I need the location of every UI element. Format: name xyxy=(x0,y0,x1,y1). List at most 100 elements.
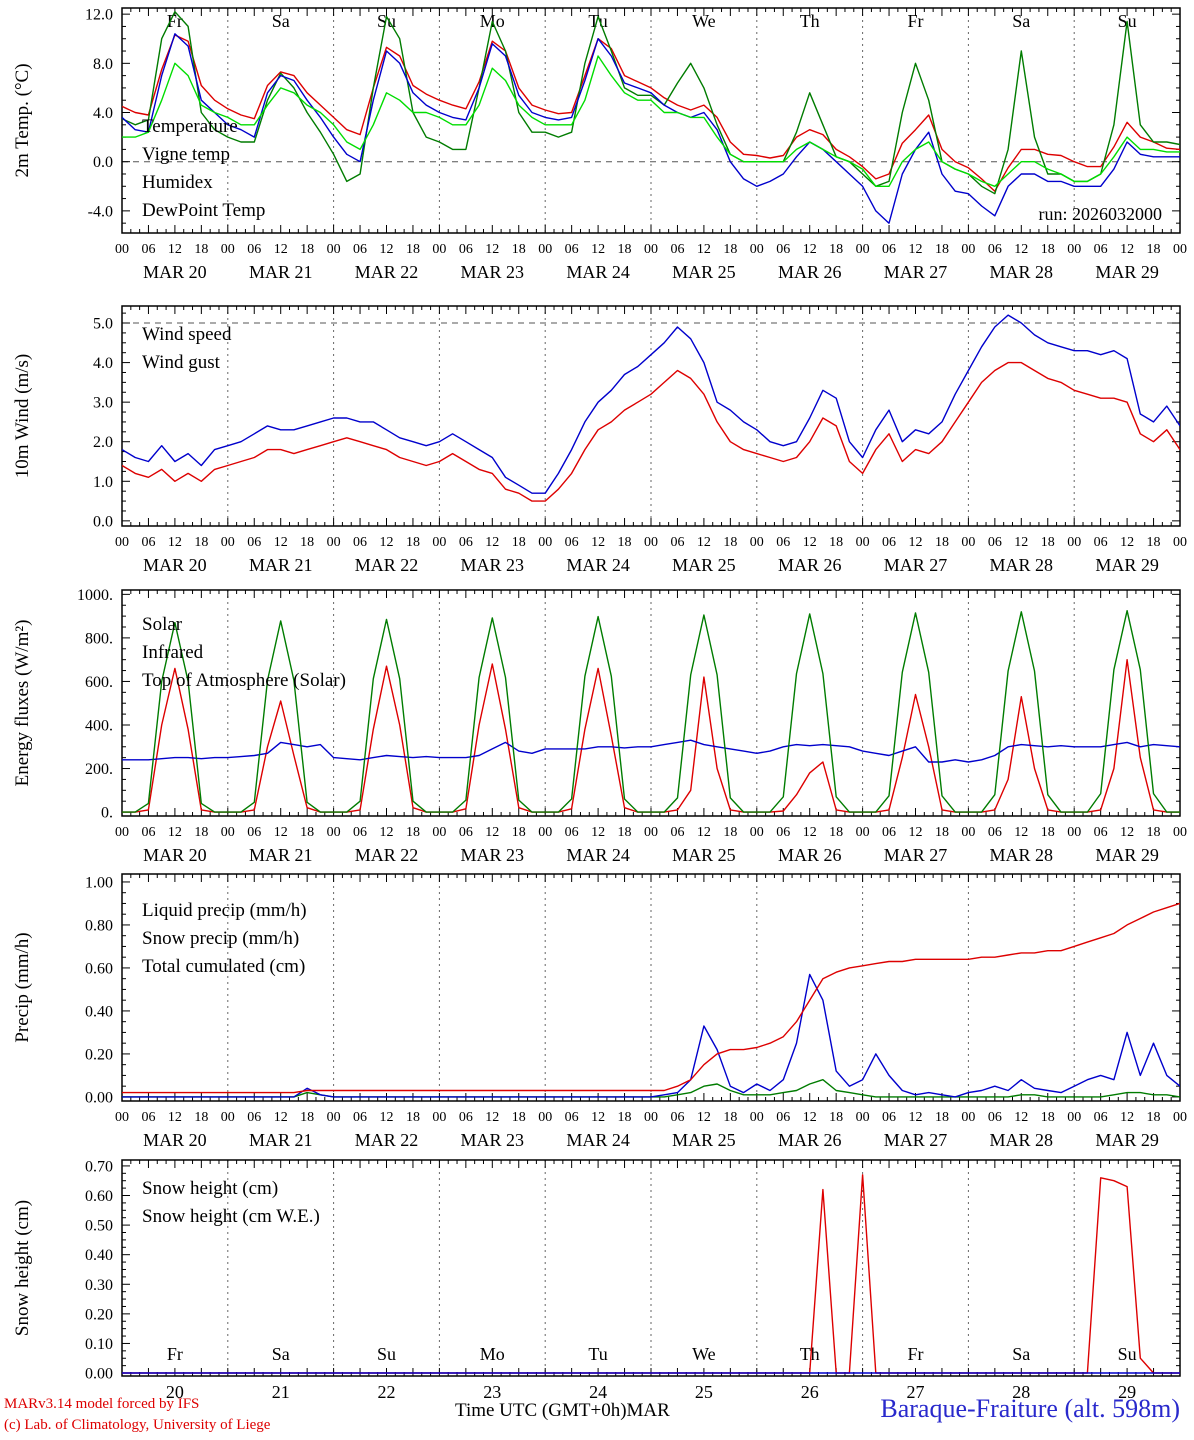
hour-label: 00 xyxy=(327,242,341,257)
hour-label: 06 xyxy=(988,1110,1002,1125)
day-number-label: 20 xyxy=(166,1382,184,1402)
legend-dewpoint-temp: DewPoint Temp xyxy=(142,200,265,221)
y-tick-label: 5.0 xyxy=(93,316,113,333)
hour-label: 06 xyxy=(353,1110,367,1125)
date-label: MAR 22 xyxy=(355,555,419,575)
hour-label: 06 xyxy=(670,535,684,550)
hour-label: 06 xyxy=(670,1110,684,1125)
date-label: MAR 24 xyxy=(566,262,630,282)
y-tick-label: 600. xyxy=(85,674,113,691)
hour-label: 18 xyxy=(935,825,949,840)
hour-label: 00 xyxy=(961,1110,975,1125)
hour-label: 12 xyxy=(909,1110,923,1125)
legend-solar: Solar xyxy=(142,614,183,635)
hour-label: 00 xyxy=(750,535,764,550)
hour-label: 00 xyxy=(1067,1110,1081,1125)
y-tick-label: 400. xyxy=(85,717,113,734)
date-label: MAR 21 xyxy=(249,1130,313,1150)
hour-label: 06 xyxy=(988,825,1002,840)
hour-label: 18 xyxy=(512,825,526,840)
hour-label: 18 xyxy=(194,825,208,840)
hour-label: 12 xyxy=(485,242,499,257)
day-number-label: 28 xyxy=(1012,1382,1030,1402)
date-label: MAR 26 xyxy=(778,845,842,865)
series-line-wind-gust xyxy=(122,314,1180,494)
hour-label: 00 xyxy=(856,1110,870,1125)
series-line-wind-speed xyxy=(122,361,1180,502)
hour-label: 12 xyxy=(803,1110,817,1125)
hour-label: 18 xyxy=(1147,535,1161,550)
y-tick-label: 2.0 xyxy=(93,434,113,451)
hour-label: 18 xyxy=(618,242,632,257)
hour-label: 12 xyxy=(168,242,182,257)
series-line-dewpoint-temp xyxy=(122,55,1180,188)
date-label: MAR 25 xyxy=(672,1130,736,1150)
hour-label: 12 xyxy=(380,242,394,257)
hour-label: 12 xyxy=(697,535,711,550)
date-label: MAR 23 xyxy=(461,1130,525,1150)
hour-label: 12 xyxy=(380,1110,394,1125)
hour-label: 06 xyxy=(670,825,684,840)
hour-label: 18 xyxy=(1147,242,1161,257)
hour-label: 18 xyxy=(723,825,737,840)
hour-label: 00 xyxy=(856,825,870,840)
y-tick-label: 0.00 xyxy=(85,1366,113,1383)
date-label: MAR 28 xyxy=(990,555,1054,575)
y-tick-label: 3.0 xyxy=(93,395,113,412)
hour-label: 18 xyxy=(512,242,526,257)
hour-label: 00 xyxy=(856,242,870,257)
hour-label: 00 xyxy=(115,825,129,840)
date-label: MAR 20 xyxy=(143,845,207,865)
series-line-temperature xyxy=(122,34,1180,192)
y-tick-label: -4.0 xyxy=(88,203,113,220)
hour-label: 00 xyxy=(221,535,235,550)
hour-label: 06 xyxy=(459,825,473,840)
hour-label: 12 xyxy=(1014,1110,1028,1125)
hour-label: 12 xyxy=(697,242,711,257)
hour-label: 18 xyxy=(935,1110,949,1125)
hour-label: 00 xyxy=(1173,535,1187,550)
date-label: MAR 26 xyxy=(778,555,842,575)
series-line-infrared xyxy=(122,739,1180,763)
hour-label: 18 xyxy=(618,1110,632,1125)
y-tick-label: 4.0 xyxy=(93,355,113,372)
hour-label: 18 xyxy=(406,242,420,257)
hour-label: 12 xyxy=(1120,535,1134,550)
hour-label: 12 xyxy=(803,825,817,840)
weekday-label: Su xyxy=(377,1344,396,1364)
legend-vigne-temp: Vigne temp xyxy=(142,144,230,165)
weekday-label: Tu xyxy=(588,11,607,31)
hour-label: 00 xyxy=(432,242,446,257)
hour-label: 18 xyxy=(194,535,208,550)
hour-label: 12 xyxy=(697,825,711,840)
hour-label: 00 xyxy=(327,535,341,550)
hour-label: 12 xyxy=(803,535,817,550)
hour-label: 00 xyxy=(115,1110,129,1125)
hour-label: 18 xyxy=(723,535,737,550)
hour-label: 06 xyxy=(459,242,473,257)
hour-label: 06 xyxy=(459,1110,473,1125)
hour-label: 18 xyxy=(1041,535,1055,550)
hour-label: 00 xyxy=(1173,242,1187,257)
date-label: MAR 23 xyxy=(461,262,525,282)
y-tick-label: 0.10 xyxy=(85,1336,113,1353)
hour-label: 00 xyxy=(961,825,975,840)
hour-label: 06 xyxy=(882,825,896,840)
y-tick-label: 0.40 xyxy=(85,1003,113,1020)
hour-label: 18 xyxy=(1147,825,1161,840)
lab-credit: (c) Lab. of Climatology, University of L… xyxy=(4,1417,271,1433)
hour-label: 00 xyxy=(115,242,129,257)
hour-label: 18 xyxy=(1041,825,1055,840)
date-label: MAR 25 xyxy=(672,555,736,575)
y-tick-label: 12.0 xyxy=(85,7,113,24)
legend-wind-gust: Wind gust xyxy=(142,352,221,373)
legend-wind-speed: Wind speed xyxy=(142,324,232,345)
y-tick-label: 0.60 xyxy=(85,1188,113,1205)
hour-label: 06 xyxy=(247,242,261,257)
weekday-label: Fr xyxy=(907,1344,923,1364)
hour-label: 12 xyxy=(909,242,923,257)
date-label: MAR 29 xyxy=(1095,845,1159,865)
weekday-label: We xyxy=(692,11,716,31)
series-line-total-cumulated-cm- xyxy=(122,902,1180,1094)
y-tick-label: 0.30 xyxy=(85,1277,113,1294)
